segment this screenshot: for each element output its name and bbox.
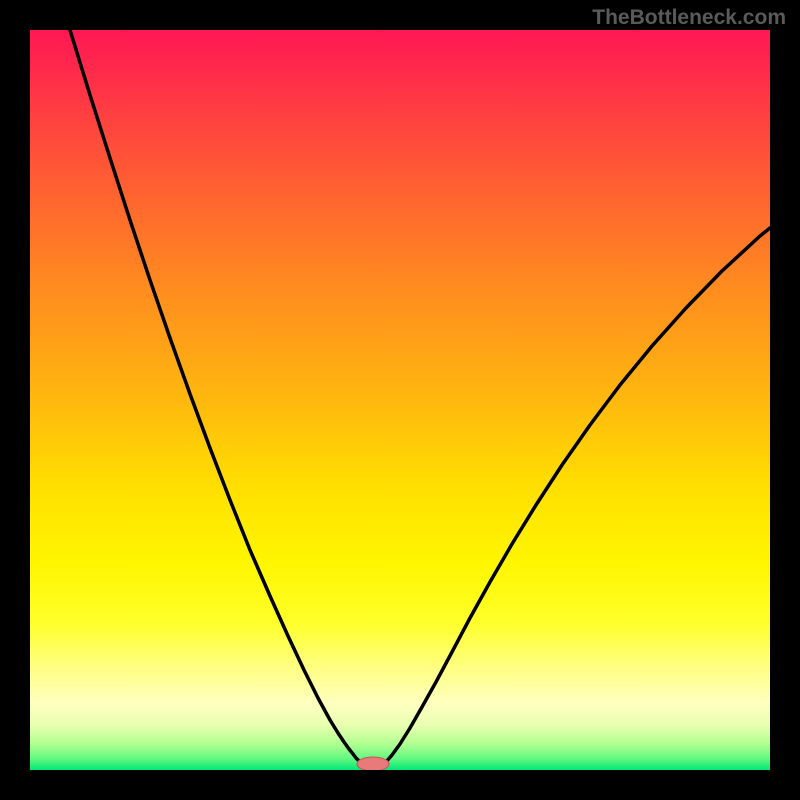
- plot-area: [30, 30, 770, 770]
- chart-background: [30, 30, 770, 770]
- chart-svg: [30, 30, 770, 770]
- watermark-text: TheBottleneck.com: [592, 6, 786, 30]
- chart-container: TheBottleneck.com: [0, 0, 800, 800]
- minimum-marker: [357, 757, 389, 770]
